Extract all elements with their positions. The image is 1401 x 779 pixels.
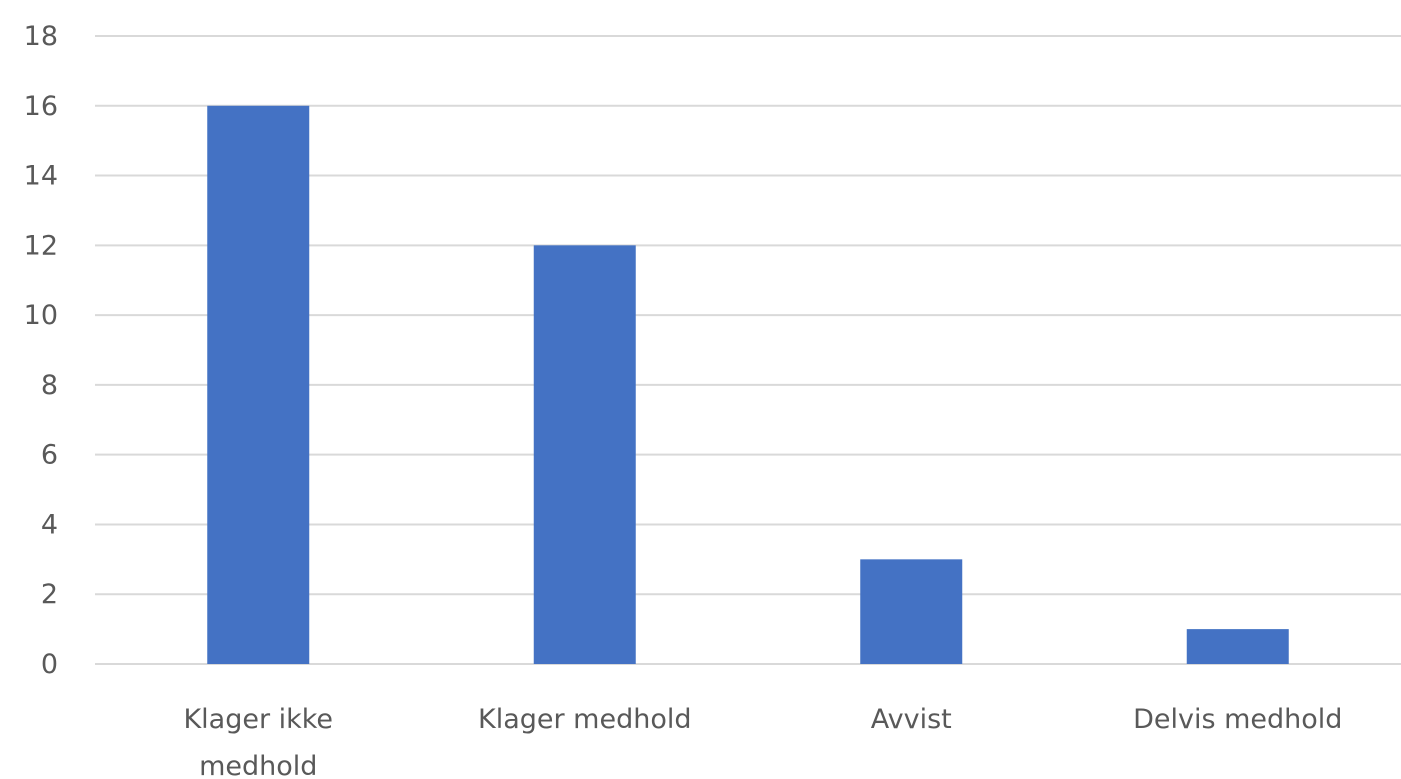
y-axis-ticks: 0 2 4 6 8 10 12 14 16 18 — [24, 21, 58, 680]
x-category-label-line: Delvis medhold — [1133, 704, 1342, 735]
y-tick-label: 8 — [41, 370, 58, 401]
y-tick-label: 16 — [24, 91, 58, 122]
x-category-label-line: Klager medhold — [478, 704, 692, 735]
x-category-label: Delvis medhold — [1133, 704, 1342, 735]
bars — [207, 105, 1289, 665]
x-axis-labels: Klager ikke medhold Klager medhold Avvist De… — [183, 704, 1342, 779]
y-tick-label: 2 — [41, 579, 58, 610]
y-tick-label: 10 — [24, 300, 58, 331]
bar-2 — [860, 559, 963, 664]
y-tick-label: 14 — [24, 161, 58, 192]
y-tick-label: 0 — [41, 649, 58, 680]
y-tick-label: 18 — [24, 21, 58, 52]
y-tick-label: 6 — [41, 440, 58, 471]
y-tick-label: 12 — [24, 230, 58, 261]
y-tick-label: 4 — [41, 509, 58, 540]
x-category-label: Klager medhold — [478, 704, 692, 735]
x-category-label-line: Avvist — [871, 704, 952, 735]
x-category-label-line: medhold — [199, 751, 317, 779]
bar-3 — [1186, 629, 1289, 664]
x-category-label: Avvist — [871, 704, 952, 735]
bar-0 — [207, 105, 310, 665]
x-category-label-line: Klager ikke — [183, 704, 333, 735]
gridlines — [95, 35, 1401, 665]
bar-1 — [533, 245, 636, 665]
x-category-label: Klager ikke medhold — [183, 704, 333, 779]
